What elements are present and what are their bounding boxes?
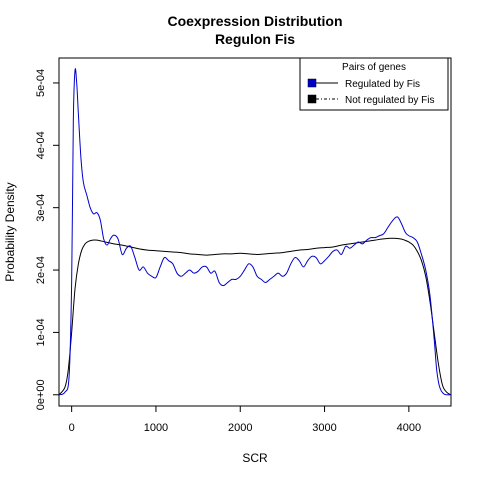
legend-box — [299, 57, 449, 111]
legend-swatch-not-regulated — [307, 94, 317, 104]
series-lines — [58, 68, 452, 396]
y-axis-label: Probability Density — [3, 182, 17, 281]
x-tick-label: 2000 — [228, 422, 252, 434]
legend: Pairs of genes Regulated by Fis Not regu… — [299, 57, 449, 111]
y-axis: 0e+00 1e-04 2e-04 3e-04 4e-04 5e-04 — [35, 69, 59, 410]
chart-title: Coexpression Distribution — [167, 13, 342, 29]
legend-swatch-regulated — [307, 78, 317, 88]
y-tick-label: 4e-04 — [35, 131, 47, 159]
chart-subtitle: Regulon Fis — [215, 31, 295, 47]
y-tick-label: 1e-04 — [35, 318, 47, 346]
x-tick-label: 0 — [69, 422, 75, 434]
plot-area — [58, 57, 452, 407]
series-line-regulated — [58, 68, 452, 396]
y-tick-label: 2e-04 — [35, 256, 47, 284]
x-tick-label: 3000 — [312, 422, 336, 434]
y-tick-label: 0e+00 — [35, 379, 47, 410]
plot-frame — [58, 57, 452, 407]
y-tick-label: 5e-04 — [35, 69, 47, 97]
x-tick-label: 4000 — [397, 422, 421, 434]
series-line-not-regulated — [58, 237, 452, 396]
y-tick-label: 3e-04 — [35, 194, 47, 222]
x-tick-label: 1000 — [144, 422, 168, 434]
x-axis: 0 1000 2000 3000 4000 — [69, 406, 421, 434]
legend-label-regulated: Regulated by Fis — [345, 79, 420, 90]
legend-title: Pairs of genes — [342, 62, 406, 73]
legend-label-not-regulated: Not regulated by Fis — [345, 95, 435, 106]
x-axis-label: SCR — [242, 451, 268, 465]
